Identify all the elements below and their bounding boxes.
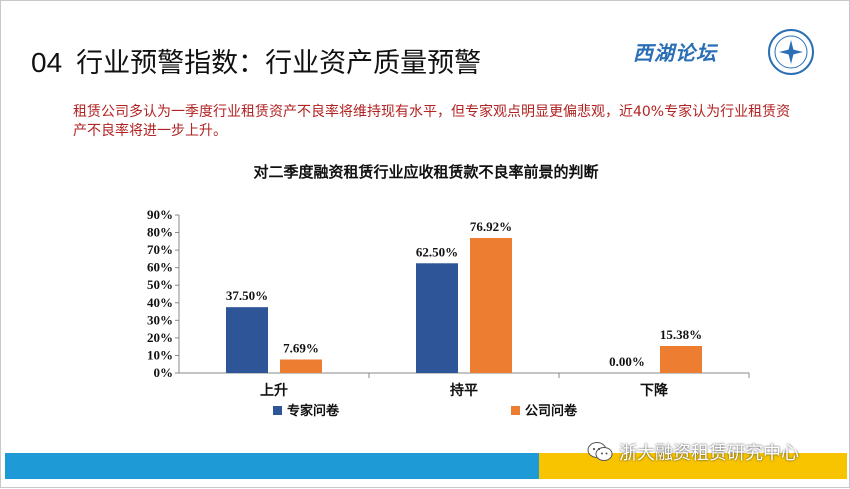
seal-logo-icon (768, 29, 814, 75)
y-tick-label: 10% (147, 347, 173, 362)
bar-company (470, 237, 512, 373)
y-tick-label: 0% (154, 365, 174, 380)
data-label: 37.50% (226, 288, 268, 303)
data-label: 0.00% (609, 354, 645, 369)
y-tick-label: 90% (147, 207, 173, 222)
legend-label: 公司问卷 (525, 403, 578, 419)
bar-company (660, 345, 702, 373)
y-tick-label: 60% (147, 260, 173, 275)
bar-expert (416, 263, 458, 373)
data-label: 15.38% (660, 327, 702, 342)
footer-text: 浙大融资租赁研究中心 (619, 443, 799, 464)
description-text: 租赁公司多认为一季度行业租赁资产不良率将维持现有水平，但专家观点明显更偏悲观，近… (73, 104, 791, 139)
x-tick-label: 下降 (640, 382, 669, 399)
footer-yellow-band (539, 453, 847, 479)
data-label: 62.50% (416, 244, 458, 259)
chart-axes: 0% 10% 20% 30% 40% 50% 60% 70% 80% 90% 上升 持平 下降 (147, 207, 750, 399)
page-title: 04 行业预警指数：行业资产质量预警 (31, 41, 481, 80)
bar-company (280, 359, 322, 373)
logo-text: 西湖论坛 (633, 41, 717, 65)
y-tick-label: 40% (147, 295, 173, 310)
x-tick-label: 上升 (260, 382, 288, 399)
y-tick-label: 30% (147, 312, 173, 327)
legend-swatch (273, 406, 282, 415)
chart-bars: 37.50% 7.69% 62.50% 76.92% 0.00% 15.38% (226, 219, 702, 373)
title-number: 04 (31, 47, 63, 78)
y-tick-label: 20% (147, 330, 173, 345)
x-tick-label: 持平 (450, 382, 478, 399)
chart-legend: 专家问卷 公司问卷 (273, 403, 578, 419)
y-tick-label: 80% (147, 225, 173, 240)
bar-expert (226, 307, 268, 373)
y-tick-label: 70% (147, 242, 173, 257)
legend-swatch (511, 406, 520, 415)
footer-blue-band (5, 453, 545, 479)
wechat-icon (587, 442, 613, 461)
data-label: 76.92% (470, 219, 512, 234)
data-label: 7.69% (283, 340, 319, 355)
legend-label: 专家问卷 (287, 403, 340, 419)
footer-brand: 浙大融资租赁研究中心 (587, 439, 799, 465)
y-tick-label: 50% (147, 277, 173, 292)
chart-title: 对二季度融资租赁行业应收租赁款不良率前景的判断 (253, 163, 599, 181)
title-text: 行业预警指数：行业资产质量预警 (76, 48, 482, 79)
